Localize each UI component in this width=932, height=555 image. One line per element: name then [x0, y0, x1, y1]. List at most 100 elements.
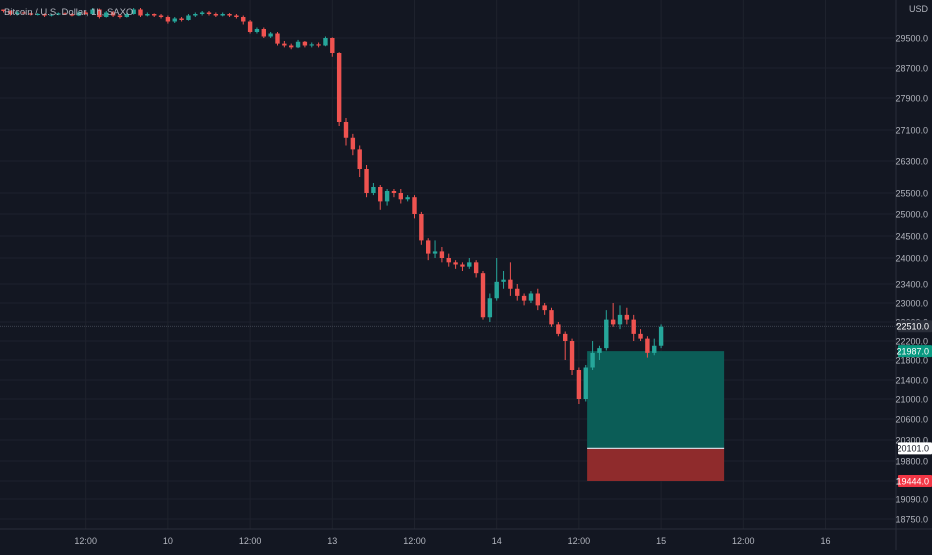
grid-layer — [0, 0, 895, 529]
candles-layer — [1, 8, 664, 404]
candle-body — [501, 279, 506, 282]
candle-body — [56, 13, 61, 15]
candle-body — [8, 11, 13, 14]
time-tick-label: 13 — [327, 536, 337, 546]
price-tick-label: 22200.0 — [895, 337, 928, 347]
candle-body — [576, 370, 582, 399]
candle-body — [97, 9, 102, 17]
candle-body — [69, 14, 75, 16]
candle-body — [617, 314, 623, 325]
candle-body — [90, 9, 95, 14]
candle-body — [405, 197, 410, 200]
candle-body — [261, 29, 266, 37]
candle-body — [569, 341, 575, 370]
time-tick-label: 14 — [492, 536, 502, 546]
candle-body — [247, 21, 253, 32]
profit-zone[interactable] — [587, 351, 725, 449]
candle-body — [138, 9, 143, 16]
candle-body — [186, 15, 191, 20]
price-tag-label: 21987.0 — [896, 346, 929, 356]
candle-body — [42, 14, 47, 16]
candle-body — [15, 12, 20, 14]
candle-body — [35, 14, 40, 15]
candle-body — [309, 44, 314, 46]
candle-body — [556, 324, 561, 334]
price-tick-label: 24500.0 — [895, 232, 928, 242]
candle-body — [384, 191, 390, 202]
price-tick-label: 20300.0 — [895, 436, 928, 446]
candle-body — [289, 45, 294, 48]
candle-body — [583, 367, 588, 399]
candle-body — [480, 273, 486, 318]
price-tag-label: 20101.0 — [896, 444, 929, 454]
candle-body — [364, 169, 369, 193]
candle-body — [604, 319, 609, 349]
candle-body — [145, 14, 150, 16]
price-tick-label: 20600.0 — [895, 415, 928, 425]
price-tick-label: 21000.0 — [895, 395, 928, 405]
price-tag[interactable] — [898, 475, 932, 487]
candle-body — [117, 15, 123, 17]
candle-body — [419, 214, 424, 241]
candle-body — [179, 18, 184, 20]
candle-body — [487, 298, 493, 318]
position-zones[interactable] — [0, 325, 895, 481]
candle-body — [542, 305, 547, 311]
candle-body — [330, 38, 335, 53]
candle-body — [473, 262, 479, 274]
candle-body — [494, 281, 499, 299]
candle-body — [590, 352, 595, 368]
price-tag-label: 22510.0 — [896, 322, 929, 332]
candle-body — [535, 293, 540, 306]
price-tick-label: 26300.0 — [895, 157, 928, 167]
candle-body — [110, 12, 116, 16]
candle-body — [104, 12, 109, 17]
price-tick-label: 25500.0 — [895, 189, 928, 199]
time-tick-label: 10 — [163, 536, 173, 546]
price-tick-label: 25000.0 — [895, 210, 928, 220]
candle-body — [563, 333, 568, 341]
candle-body — [521, 295, 527, 301]
candle-body — [158, 15, 164, 17]
candle-body — [21, 12, 27, 14]
price-tag[interactable] — [898, 442, 932, 455]
candle-body — [152, 14, 157, 16]
price-tag[interactable] — [898, 345, 932, 358]
candle-body — [193, 14, 198, 16]
price-tag[interactable] — [898, 320, 932, 333]
candle-body — [460, 264, 465, 267]
stop-zone[interactable] — [587, 448, 725, 481]
price-tick-label: 19800.0 — [895, 457, 928, 467]
candle-body — [528, 293, 534, 301]
candle-body — [254, 29, 260, 32]
price-tick-label: 23400.0 — [895, 280, 928, 290]
candle-body — [631, 319, 636, 334]
candle-body — [412, 197, 417, 214]
price-tick-label: 21400.0 — [895, 376, 928, 386]
candle-body — [597, 348, 602, 353]
symbol-title[interactable]: Bitcoin / U.S. Dollar, 1h, SAXO — [4, 7, 133, 18]
candle-body — [453, 262, 458, 265]
candle-body — [645, 338, 650, 353]
candle-body — [275, 33, 280, 44]
candle-body — [295, 41, 301, 48]
candle-body — [206, 12, 212, 14]
candle-body — [302, 41, 308, 46]
price-tick-label: 28700.0 — [895, 64, 928, 74]
candle-body — [398, 193, 403, 200]
currency-label: USD — [909, 4, 929, 14]
candle-body — [213, 14, 219, 16]
candle-body — [343, 122, 349, 138]
candle-body — [282, 43, 287, 46]
time-tick-label: 12:00 — [403, 536, 426, 546]
price-tick-label: 18750.0 — [895, 515, 928, 525]
candle-body — [241, 17, 246, 22]
price-tick-label: 21800.0 — [895, 356, 928, 366]
candle-body — [508, 279, 513, 289]
candle-body — [549, 310, 554, 325]
time-tick-label: 16 — [820, 536, 830, 546]
candle-body — [638, 333, 643, 339]
